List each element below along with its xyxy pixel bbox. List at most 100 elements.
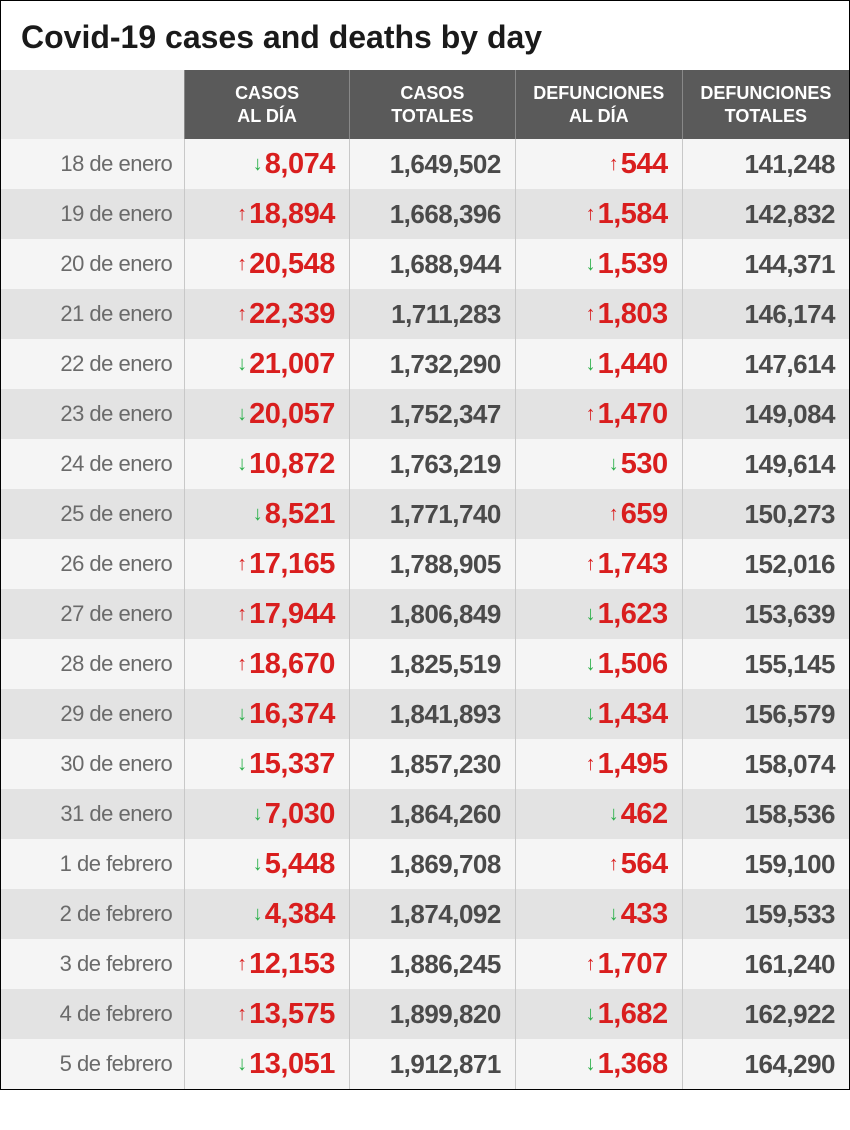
- header-row: CASOS AL DÍA CASOS TOTALES DEFUNCIONES A…: [1, 70, 849, 139]
- header-text: CASOS: [235, 83, 299, 103]
- table-row: 29 de enero↓16,3741,841,893↓1,434156,579: [1, 689, 849, 739]
- table-row: 20 de enero↑20,5481,688,944↓1,539144,371: [1, 239, 849, 289]
- cases-day-value: 7,030: [265, 798, 335, 830]
- deaths-total-cell: 158,536: [682, 789, 849, 839]
- date-cell: 30 de enero: [1, 739, 185, 789]
- deaths-total-cell: 155,145: [682, 639, 849, 689]
- arrow-down-icon: ↓: [253, 804, 263, 824]
- deaths-day-cell: ↓433: [515, 889, 682, 939]
- date-cell: 3 de febrero: [1, 939, 185, 989]
- cases-total-cell: 1,857,230: [349, 739, 515, 789]
- deaths-day-value: 1,434: [598, 698, 668, 730]
- col-cases-total-header: CASOS TOTALES: [349, 70, 515, 139]
- table-row: 21 de enero↑22,3391,711,283↑1,803146,174: [1, 289, 849, 339]
- date-cell: 23 de enero: [1, 389, 185, 439]
- arrow-down-icon: ↓: [253, 504, 263, 524]
- cases-day-value: 10,872: [249, 448, 335, 480]
- cases-day-cell: ↓4,384: [185, 889, 350, 939]
- col-cases-day-header: CASOS AL DÍA: [185, 70, 350, 139]
- cases-total-cell: 1,869,708: [349, 839, 515, 889]
- table-header: CASOS AL DÍA CASOS TOTALES DEFUNCIONES A…: [1, 70, 849, 139]
- deaths-day-value: 1,495: [598, 748, 668, 780]
- deaths-day-cell: ↑1,707: [515, 939, 682, 989]
- arrow-down-icon: ↓: [609, 904, 619, 924]
- deaths-total-cell: 150,273: [682, 489, 849, 539]
- deaths-day-cell: ↓1,368: [515, 1039, 682, 1089]
- deaths-day-value: 1,682: [598, 998, 668, 1030]
- cases-total-cell: 1,649,502: [349, 139, 515, 189]
- table-row: 22 de enero↓21,0071,732,290↓1,440147,614: [1, 339, 849, 389]
- deaths-day-value: 462: [621, 798, 668, 830]
- deaths-total-cell: 159,533: [682, 889, 849, 939]
- deaths-day-cell: ↑1,584: [515, 189, 682, 239]
- deaths-day-cell: ↓1,506: [515, 639, 682, 689]
- cases-total-cell: 1,771,740: [349, 489, 515, 539]
- date-cell: 31 de enero: [1, 789, 185, 839]
- table-row: 4 de febrero↑13,5751,899,820↓1,682162,92…: [1, 989, 849, 1039]
- deaths-day-cell: ↓1,682: [515, 989, 682, 1039]
- cases-total-cell: 1,806,849: [349, 589, 515, 639]
- deaths-total-cell: 144,371: [682, 239, 849, 289]
- arrow-up-icon: ↑: [237, 204, 247, 224]
- cases-day-value: 5,448: [265, 848, 335, 880]
- deaths-day-value: 1,803: [598, 298, 668, 330]
- deaths-day-cell: ↑1,495: [515, 739, 682, 789]
- cases-day-cell: ↑17,165: [185, 539, 350, 589]
- arrow-up-icon: ↑: [586, 404, 596, 424]
- covid-table: CASOS AL DÍA CASOS TOTALES DEFUNCIONES A…: [1, 70, 849, 1089]
- arrow-down-icon: ↓: [253, 154, 263, 174]
- cases-total-cell: 1,886,245: [349, 939, 515, 989]
- deaths-day-cell: ↑1,803: [515, 289, 682, 339]
- arrow-down-icon: ↓: [586, 254, 596, 274]
- deaths-total-cell: 147,614: [682, 339, 849, 389]
- cases-total-cell: 1,752,347: [349, 389, 515, 439]
- arrow-up-icon: ↑: [609, 854, 619, 874]
- cases-day-value: 13,051: [249, 1048, 335, 1080]
- cases-total-cell: 1,732,290: [349, 339, 515, 389]
- cases-day-cell: ↑12,153: [185, 939, 350, 989]
- cases-day-value: 17,944: [249, 598, 335, 630]
- date-cell: 19 de enero: [1, 189, 185, 239]
- deaths-total-cell: 149,614: [682, 439, 849, 489]
- deaths-total-cell: 142,832: [682, 189, 849, 239]
- cases-day-cell: ↓10,872: [185, 439, 350, 489]
- arrow-down-icon: ↓: [609, 804, 619, 824]
- arrow-down-icon: ↓: [237, 404, 247, 424]
- deaths-day-value: 433: [621, 898, 668, 930]
- cases-day-cell: ↓7,030: [185, 789, 350, 839]
- arrow-down-icon: ↓: [609, 454, 619, 474]
- table-row: 31 de enero↓7,0301,864,260↓462158,536: [1, 789, 849, 839]
- arrow-down-icon: ↓: [237, 704, 247, 724]
- cases-total-cell: 1,711,283: [349, 289, 515, 339]
- arrow-down-icon: ↓: [586, 1054, 596, 1074]
- deaths-total-cell: 162,922: [682, 989, 849, 1039]
- date-cell: 4 de febrero: [1, 989, 185, 1039]
- deaths-day-cell: ↑544: [515, 139, 682, 189]
- date-cell: 22 de enero: [1, 339, 185, 389]
- table-row: 23 de enero↓20,0571,752,347↑1,470149,084: [1, 389, 849, 439]
- cases-day-value: 22,339: [249, 298, 335, 330]
- deaths-total-cell: 153,639: [682, 589, 849, 639]
- arrow-up-icon: ↑: [586, 204, 596, 224]
- date-cell: 20 de enero: [1, 239, 185, 289]
- cases-total-cell: 1,688,944: [349, 239, 515, 289]
- cases-day-cell: ↓15,337: [185, 739, 350, 789]
- cases-day-value: 17,165: [249, 548, 335, 580]
- deaths-total-cell: 149,084: [682, 389, 849, 439]
- cases-day-value: 20,548: [249, 248, 335, 280]
- cases-day-cell: ↓5,448: [185, 839, 350, 889]
- deaths-total-cell: 156,579: [682, 689, 849, 739]
- date-cell: 27 de enero: [1, 589, 185, 639]
- deaths-day-value: 1,743: [598, 548, 668, 580]
- col-deaths-day-header: DEFUNCIONES AL DÍA: [515, 70, 682, 139]
- table-row: 25 de enero↓8,5211,771,740↑659150,273: [1, 489, 849, 539]
- col-date-header: [1, 70, 185, 139]
- deaths-day-value: 530: [621, 448, 668, 480]
- deaths-day-cell: ↓462: [515, 789, 682, 839]
- cases-total-cell: 1,788,905: [349, 539, 515, 589]
- header-text: AL DÍA: [237, 106, 297, 126]
- arrow-down-icon: ↓: [253, 904, 263, 924]
- deaths-day-value: 1,368: [598, 1048, 668, 1080]
- deaths-day-cell: ↓530: [515, 439, 682, 489]
- deaths-day-value: 1,470: [598, 398, 668, 430]
